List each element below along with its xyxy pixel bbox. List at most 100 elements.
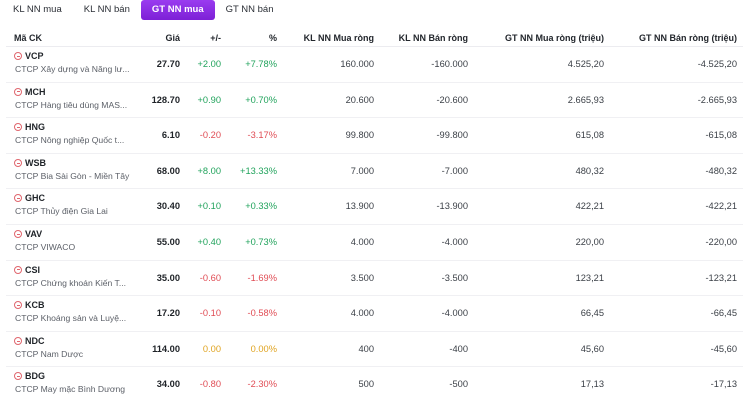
gt-ban-rong-cell: -480,32	[705, 165, 737, 176]
percent-cell: -1.69%	[247, 272, 277, 283]
table-row[interactable]: HNG CTCP Nông nghiệp Quốc t... 6.10 -0.20 -3…	[6, 118, 743, 154]
company-name: CTCP Bia Sài Gòn - Miền Tây	[15, 170, 130, 181]
gt-mua-rong-cell: 2.665,93	[567, 94, 604, 105]
table-row[interactable]: BDG CTCP May mặc Bình Dương 34.00 -0.80 -2.3…	[6, 367, 743, 400]
gt-mua-rong-cell: 480,32	[575, 165, 604, 176]
company-name: CTCP Chứng khoán Kiến T...	[15, 277, 127, 288]
tab-gt-nn-mua[interactable]: GT NN mua	[140, 0, 215, 20]
gt-ban-rong-cell: -615,08	[705, 130, 737, 141]
stock-code[interactable]: HNG	[14, 122, 45, 132]
stock-code-label: WSB	[25, 157, 46, 168]
gt-ban-rong-cell: -123,21	[705, 272, 737, 283]
table-row[interactable]: CSI CTCP Chứng khoán Kiến T... 35.00 -0.60 -…	[6, 261, 743, 297]
company-name: CTCP Nam Dược	[15, 348, 84, 359]
table-row[interactable]: VCP CTCP Xây dựng và Năng lư... 27.70 +2.00…	[6, 47, 743, 83]
price-cell: 34.00	[156, 379, 180, 390]
remove-watchlist-icon[interactable]	[14, 301, 22, 310]
table-row[interactable]: KCB CTCP Khoáng sản và Luyệ... 17.20 -0.10 -…	[6, 296, 743, 332]
header-gia[interactable]: Giá	[165, 33, 180, 43]
stock-code[interactable]: VCP	[14, 51, 44, 61]
remove-watchlist-icon[interactable]	[14, 158, 22, 167]
header-ma-ck[interactable]: Mã CK	[14, 33, 43, 43]
change-cell: +0.10	[197, 201, 221, 212]
change-cell: -0.20	[199, 130, 221, 141]
header-gt-ban-rong[interactable]: GT NN Bán ròng (triệu)	[639, 33, 737, 43]
tab-bar: KL NN mua KL NN bán GT NN mua GT NN bán	[0, 0, 749, 20]
gt-ban-rong-cell: -45,60	[710, 343, 737, 354]
stock-code[interactable]: BDG	[14, 371, 45, 381]
kl-mua-rong-cell: 7.000	[350, 165, 374, 176]
kl-mua-rong-cell: 99.800	[345, 130, 374, 141]
stock-code-label: HNG	[25, 122, 45, 133]
change-cell: -0.80	[199, 379, 221, 390]
header-gt-mua-rong[interactable]: GT NN Mua ròng (triệu)	[505, 33, 604, 43]
change-cell: -0.60	[199, 272, 221, 283]
stock-code[interactable]: MCH	[14, 87, 46, 97]
price-cell: 35.00	[156, 272, 180, 283]
price-cell: 17.20	[156, 308, 180, 319]
header-kl-mua-rong[interactable]: KL NN Mua ròng	[303, 33, 374, 43]
percent-cell: +7.78%	[245, 59, 277, 69]
kl-ban-rong-cell: -7.000	[441, 165, 468, 176]
remove-watchlist-icon[interactable]	[14, 372, 22, 381]
remove-watchlist-icon[interactable]	[14, 336, 22, 345]
tab-gt-nn-ban[interactable]: GT NN bán	[225, 4, 274, 15]
price-cell: 55.00	[156, 236, 180, 247]
kl-ban-rong-cell: -99.800	[436, 130, 468, 141]
kl-mua-rong-cell: 3.500	[350, 272, 374, 283]
company-name: CTCP May mặc Bình Dương	[15, 384, 126, 395]
stock-code[interactable]: GHC	[14, 193, 45, 203]
kl-ban-rong-cell: -400	[449, 343, 468, 354]
table-row[interactable]: MCH CTCP Hàng tiêu dùng MAS... 128.70 +0.90…	[6, 83, 743, 119]
percent-cell: 0.00%	[250, 343, 277, 354]
table-row[interactable]: GHC CTCP Thủy điện Gia Lai 30.40 +0.10 +0.33…	[6, 189, 743, 225]
stock-code[interactable]: VAV	[14, 229, 42, 239]
remove-watchlist-icon[interactable]	[14, 265, 22, 274]
price-cell: 114.00	[152, 343, 180, 354]
gt-mua-rong-cell: 66,45	[580, 308, 604, 319]
change-cell: +0.90	[197, 94, 221, 105]
gt-mua-rong-cell: 45,60	[580, 343, 604, 354]
table-row[interactable]: WSB CTCP Bia Sài Gòn - Miền Tây 68.00 +8.00…	[6, 154, 743, 190]
stock-code-label: KCB	[25, 300, 45, 311]
stock-code-label: VCP	[25, 51, 44, 61]
remove-watchlist-icon[interactable]	[14, 87, 22, 96]
header-change[interactable]: +/-	[210, 33, 221, 43]
header-kl-ban-rong[interactable]: KL NN Bán ròng	[398, 33, 468, 43]
tab-kl-nn-ban[interactable]: KL NN bán	[83, 4, 130, 15]
price-cell: 68.00	[156, 165, 180, 176]
stock-code-label: VAV	[25, 228, 43, 239]
change-cell: +2.00	[197, 59, 221, 69]
change-cell: -0.10	[199, 308, 221, 319]
table-row[interactable]: NDC CTCP Nam Dược 114.00 0.00 0.00% 400 -400 45…	[6, 332, 743, 368]
gt-ban-rong-cell: -2.665,93	[697, 94, 737, 105]
gt-ban-rong-cell: -220,00	[705, 236, 737, 247]
price-cell: 6.10	[161, 130, 180, 141]
stock-code[interactable]: WSB	[14, 158, 46, 168]
remove-watchlist-icon[interactable]	[14, 52, 22, 60]
remove-watchlist-icon[interactable]	[14, 229, 22, 238]
change-cell: 0.00	[202, 343, 221, 354]
table-body: VCP CTCP Xây dựng và Năng lư... 27.70 +2.00…	[6, 47, 743, 400]
stock-code[interactable]: NDC	[14, 336, 45, 346]
remove-watchlist-icon[interactable]	[14, 194, 22, 203]
kl-mua-rong-cell: 160.000	[340, 59, 374, 69]
percent-cell: +0.33%	[245, 201, 277, 212]
price-cell: 27.70	[156, 59, 180, 69]
stock-code[interactable]: CSI	[14, 265, 40, 275]
gt-mua-rong-cell: 422,21	[575, 201, 604, 212]
percent-cell: -0.58%	[247, 308, 277, 319]
header-percent[interactable]: %	[268, 33, 277, 43]
stock-code-label: BDG	[25, 371, 45, 382]
gt-mua-rong-cell: 123,21	[575, 272, 604, 283]
tab-kl-nn-mua[interactable]: KL NN mua	[13, 4, 62, 15]
table-row[interactable]: VAV CTCP VIWACO 55.00 +0.40 +0.73% 4.000 -4.00…	[6, 225, 743, 261]
change-cell: +0.40	[197, 236, 221, 247]
gt-mua-rong-cell: 220,00	[575, 236, 604, 247]
kl-ban-rong-cell: -160.000	[431, 59, 468, 69]
remove-watchlist-icon[interactable]	[14, 123, 22, 132]
stock-code-label: NDC	[25, 335, 45, 346]
company-name: CTCP Thủy điện Gia Lai	[15, 206, 108, 217]
kl-mua-rong-cell: 4.000	[350, 308, 374, 319]
stock-code[interactable]: KCB	[14, 300, 45, 310]
